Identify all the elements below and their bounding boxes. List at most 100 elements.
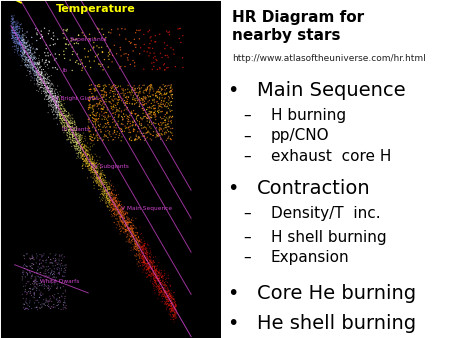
Point bbox=[140, 250, 147, 255]
Point bbox=[168, 307, 175, 313]
Point bbox=[24, 60, 32, 65]
Point bbox=[13, 38, 20, 44]
Point bbox=[9, 18, 17, 23]
Point bbox=[132, 137, 139, 142]
Point bbox=[87, 168, 94, 174]
Point bbox=[31, 292, 38, 298]
Point bbox=[103, 191, 110, 196]
Point bbox=[53, 99, 60, 104]
Point bbox=[100, 186, 107, 191]
Point bbox=[34, 307, 41, 313]
Point bbox=[78, 153, 85, 159]
Point bbox=[63, 122, 71, 127]
Point bbox=[146, 265, 153, 270]
Point bbox=[108, 101, 115, 106]
Point bbox=[109, 202, 117, 207]
Point bbox=[154, 99, 161, 104]
Point bbox=[21, 49, 28, 55]
Point bbox=[48, 283, 55, 289]
Point bbox=[20, 47, 27, 53]
Point bbox=[148, 266, 156, 271]
Point bbox=[23, 301, 31, 307]
Point bbox=[147, 85, 154, 91]
Point bbox=[119, 220, 126, 225]
Point bbox=[29, 66, 36, 72]
Point bbox=[62, 270, 69, 275]
Point bbox=[91, 86, 99, 91]
Point bbox=[125, 238, 132, 243]
Point bbox=[173, 315, 180, 320]
Point bbox=[25, 52, 32, 57]
Point bbox=[147, 136, 154, 142]
Point bbox=[141, 251, 149, 257]
Point bbox=[18, 34, 25, 40]
Point bbox=[59, 128, 67, 133]
Point bbox=[97, 176, 104, 182]
Point bbox=[152, 93, 159, 98]
Point bbox=[116, 32, 123, 38]
Point bbox=[27, 59, 35, 64]
Point bbox=[121, 212, 128, 217]
Point bbox=[120, 224, 127, 230]
Point bbox=[166, 303, 173, 308]
Point bbox=[135, 90, 142, 96]
Point bbox=[170, 314, 177, 319]
Point bbox=[166, 102, 173, 108]
Point bbox=[34, 77, 41, 83]
Point bbox=[95, 169, 103, 174]
Point bbox=[155, 89, 162, 94]
Point bbox=[101, 132, 108, 138]
Point bbox=[148, 267, 155, 272]
Point bbox=[169, 305, 176, 310]
Point bbox=[80, 146, 87, 151]
Point bbox=[122, 212, 129, 217]
Point bbox=[20, 271, 27, 277]
Point bbox=[35, 70, 42, 75]
Point bbox=[47, 78, 54, 84]
Point bbox=[18, 38, 26, 43]
Point bbox=[127, 232, 135, 237]
Point bbox=[179, 55, 186, 61]
Point bbox=[59, 263, 67, 268]
Point bbox=[151, 267, 158, 273]
Point bbox=[163, 293, 170, 298]
Point bbox=[123, 222, 130, 227]
Point bbox=[131, 237, 139, 242]
Point bbox=[12, 35, 19, 41]
Point bbox=[173, 304, 180, 309]
Point bbox=[123, 125, 130, 130]
Point bbox=[166, 298, 174, 304]
Point bbox=[75, 150, 82, 155]
Point bbox=[147, 82, 154, 88]
Point bbox=[87, 105, 94, 111]
Point bbox=[152, 274, 159, 280]
Point bbox=[10, 36, 18, 41]
Point bbox=[152, 108, 159, 114]
Point bbox=[117, 208, 124, 213]
Point bbox=[53, 110, 60, 116]
Point bbox=[103, 121, 110, 127]
Point bbox=[162, 129, 169, 135]
Point bbox=[46, 96, 53, 101]
Point bbox=[134, 129, 141, 135]
Point bbox=[139, 256, 146, 261]
Point bbox=[167, 92, 175, 98]
Point bbox=[79, 152, 86, 157]
Point bbox=[148, 115, 155, 120]
Point bbox=[118, 225, 126, 230]
Point bbox=[10, 26, 17, 32]
Point bbox=[78, 136, 86, 141]
Point bbox=[150, 282, 158, 287]
Point bbox=[50, 112, 58, 117]
Point bbox=[116, 208, 123, 213]
Point bbox=[58, 307, 65, 312]
Point bbox=[76, 132, 84, 137]
Point bbox=[150, 276, 158, 282]
Point bbox=[165, 293, 172, 298]
Point bbox=[106, 95, 113, 100]
Point bbox=[51, 97, 59, 103]
Point bbox=[37, 74, 44, 80]
Point bbox=[146, 246, 153, 251]
Point bbox=[147, 273, 154, 279]
Point bbox=[87, 161, 94, 166]
